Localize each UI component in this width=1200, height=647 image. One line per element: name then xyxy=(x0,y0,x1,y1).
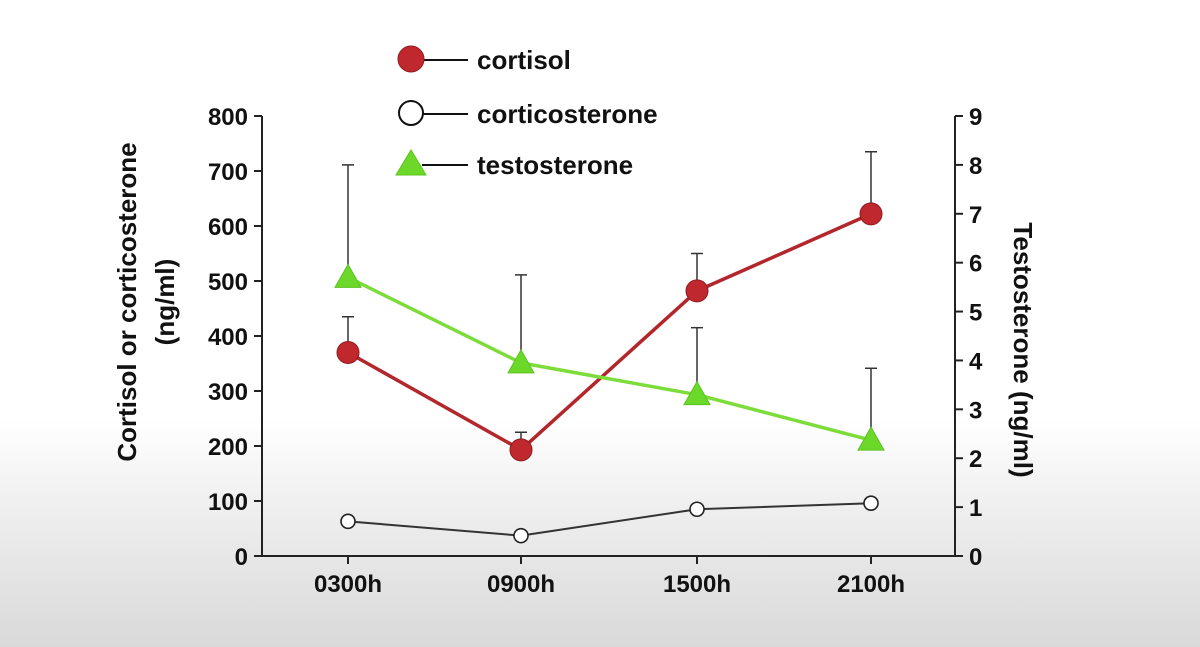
left-tick-label: 100 xyxy=(208,489,248,516)
right-tick-label: 5 xyxy=(969,300,982,327)
testosterone-point xyxy=(507,348,535,374)
corticosterone-point xyxy=(863,495,879,512)
testosterone-line xyxy=(347,275,872,442)
legend-marker-testosterone xyxy=(395,149,427,176)
corticosterone-point xyxy=(689,501,705,518)
left-axis-title-line2: (ng/ml) xyxy=(150,259,180,346)
data-markers xyxy=(334,202,885,544)
right-tick-label: 6 xyxy=(969,251,982,278)
right-tick-label: 7 xyxy=(969,202,982,229)
legend-marker-cortisol xyxy=(397,45,425,73)
testosterone-point xyxy=(683,380,711,406)
cortisol-point xyxy=(685,279,709,303)
left-tick-label: 500 xyxy=(208,269,248,296)
left-tick-label: 200 xyxy=(208,434,248,461)
left-tick-label: 400 xyxy=(208,324,248,351)
x-tick-label: 0300h xyxy=(314,571,382,598)
cortisol-point xyxy=(859,202,883,226)
legend-marker-corticosterone xyxy=(398,100,424,126)
cortisol-point xyxy=(509,438,533,462)
left-tick-label: 300 xyxy=(208,379,248,406)
testosterone-point xyxy=(857,426,885,451)
cortisol-line xyxy=(347,212,872,452)
tick-labels: 0 100 200 300 400 500 600 700 800 0 1 2 3 4 5 6 7 8 9 0300h… xyxy=(208,104,983,598)
left-axis-title-line1: Cortisol or corticosterone xyxy=(112,142,142,461)
legend-label-cortisol: cortisol xyxy=(477,45,571,75)
x-tick-label: 2100h xyxy=(837,571,905,598)
series-lines xyxy=(347,212,872,537)
right-tick-label: 3 xyxy=(969,397,982,424)
left-tick-label: 0 xyxy=(235,544,248,571)
x-tick-label: 1500h xyxy=(663,571,731,598)
x-tick-label: 0900h xyxy=(487,571,555,598)
error-bars xyxy=(342,151,877,450)
right-axis-title: Testosterone (ng/ml) xyxy=(1008,222,1038,477)
right-tick-label: 9 xyxy=(969,104,982,131)
right-tick-label: 0 xyxy=(969,544,982,571)
legend-label-corticosterone: corticosterone xyxy=(477,99,658,129)
corticosterone-line xyxy=(347,502,872,537)
axes xyxy=(254,115,963,564)
legend-label-testosterone: testosterone xyxy=(477,150,633,180)
cortisol-point xyxy=(336,341,360,364)
corticosterone-point xyxy=(340,513,356,530)
corticosterone-point xyxy=(513,527,529,544)
right-tick-label: 2 xyxy=(969,446,982,473)
left-tick-label: 600 xyxy=(208,214,248,241)
right-tick-label: 4 xyxy=(969,348,983,375)
right-tick-label: 8 xyxy=(969,153,982,180)
left-tick-label: 800 xyxy=(208,104,248,131)
testosterone-point xyxy=(334,263,362,288)
legend: cortisol corticosterone testosterone xyxy=(395,45,658,180)
axis-titles: Cortisol or corticosterone (ng/ml) Testo… xyxy=(112,142,1038,477)
left-tick-label: 700 xyxy=(208,159,248,186)
right-tick-label: 1 xyxy=(969,495,982,522)
